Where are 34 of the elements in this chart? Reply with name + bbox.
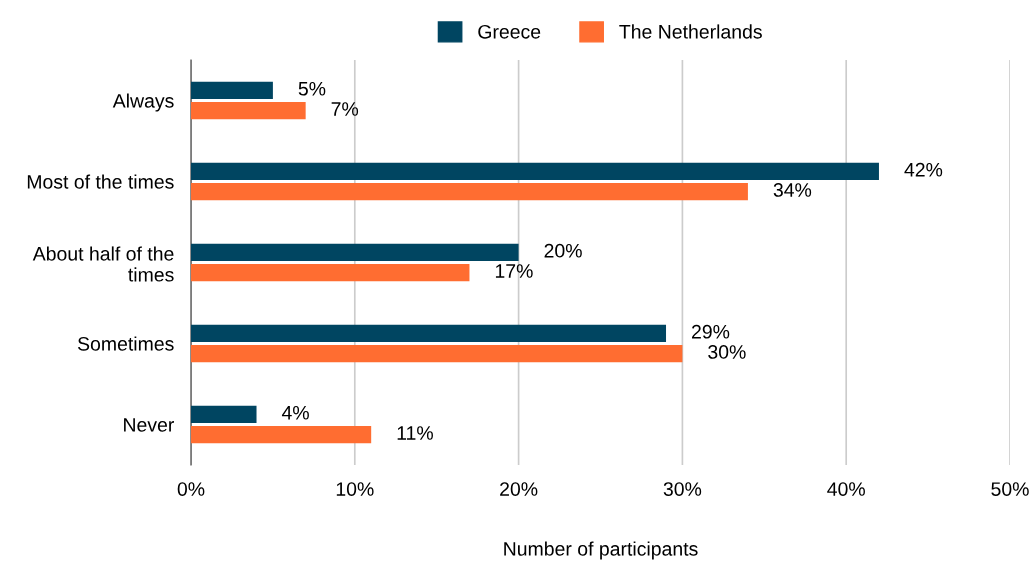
x-tick-label: 20%: [500, 482, 538, 496]
legend-label: The Netherlands: [619, 24, 762, 39]
data-label: 5%: [298, 81, 326, 96]
x-tick-label: 10%: [336, 482, 374, 496]
y-tick-label: Always: [112, 93, 174, 112]
data-label: 42%: [904, 162, 943, 177]
x-tick-label: 50%: [991, 482, 1029, 496]
data-label: 4%: [281, 405, 309, 420]
data-label: 7%: [331, 102, 359, 116]
bar: [191, 102, 306, 120]
y-tick-label: Sometimes: [77, 336, 174, 351]
data-label: 29%: [692, 324, 730, 339]
x-tick-label: 40%: [827, 482, 865, 496]
x-tick-label: 30%: [663, 482, 702, 496]
y-tick-label: Most of the times: [27, 174, 174, 189]
data-label: 30%: [708, 345, 746, 359]
data-label: 17%: [495, 264, 533, 278]
legend-label: Greece: [478, 24, 541, 39]
bar: [191, 264, 470, 282]
y-tick-label: Never: [124, 418, 175, 432]
bar: [191, 162, 879, 180]
data-label: 11%: [397, 426, 433, 440]
data-label: 34%: [773, 183, 812, 197]
bar: [191, 324, 667, 342]
bar: [191, 426, 372, 444]
bar: [191, 183, 748, 201]
bar: [191, 243, 519, 261]
data-label: 20%: [544, 243, 582, 258]
bar: [191, 81, 273, 99]
y-tick-label: About half of the times: [32, 246, 174, 282]
bar: [191, 405, 257, 423]
bar: [191, 345, 683, 363]
x-axis-title: Number of participants: [504, 541, 698, 560]
x-tick-label: 0%: [177, 482, 205, 496]
